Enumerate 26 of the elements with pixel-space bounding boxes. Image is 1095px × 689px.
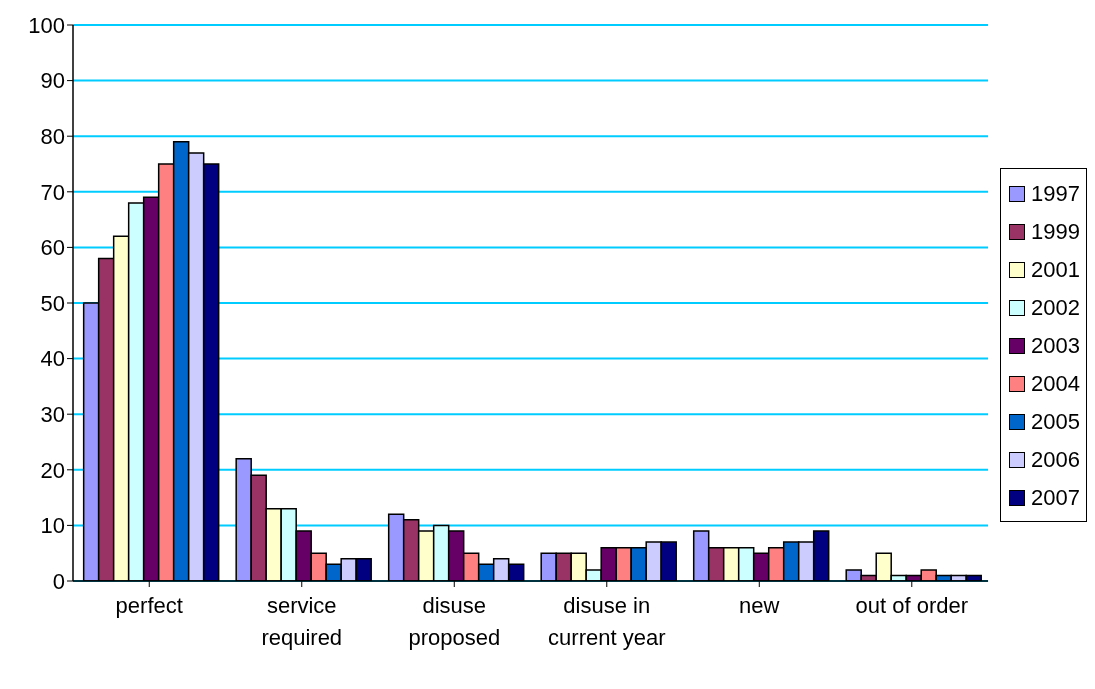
x-tick-label: service required xyxy=(261,593,343,650)
legend-label: 1999 xyxy=(1031,218,1080,245)
legend-label: 2005 xyxy=(1031,408,1080,435)
x-tick-label: out of order xyxy=(855,593,969,618)
legend-label: 1997 xyxy=(1031,180,1080,207)
y-tick-label: 50 xyxy=(40,290,65,316)
y-tick-label: 80 xyxy=(40,124,65,150)
y-tick-label: 30 xyxy=(40,402,65,428)
x-tick-label: disuse proposed xyxy=(408,593,501,650)
legend-label: 2007 xyxy=(1031,484,1080,511)
x-tick-label: disuse in current year xyxy=(548,593,666,650)
legend-label: 2001 xyxy=(1031,256,1080,283)
y-tick-label: 60 xyxy=(40,235,65,261)
legend-label: 2004 xyxy=(1031,370,1080,397)
y-tick-label: 100 xyxy=(28,12,65,38)
y-tick-label: 40 xyxy=(40,346,65,372)
y-tick-label: 70 xyxy=(40,179,65,205)
x-tick-label: new xyxy=(739,593,780,618)
y-tick-label: 10 xyxy=(40,513,65,539)
y-tick-label: 90 xyxy=(40,68,65,94)
x-tick-label: perfect xyxy=(115,593,183,618)
legend-label: 2002 xyxy=(1031,294,1080,321)
y-tick-label: 20 xyxy=(40,457,65,483)
y-tick-label: 0 xyxy=(52,568,65,594)
legend-label: 2003 xyxy=(1031,332,1080,359)
legend-label: 2006 xyxy=(1031,446,1080,473)
